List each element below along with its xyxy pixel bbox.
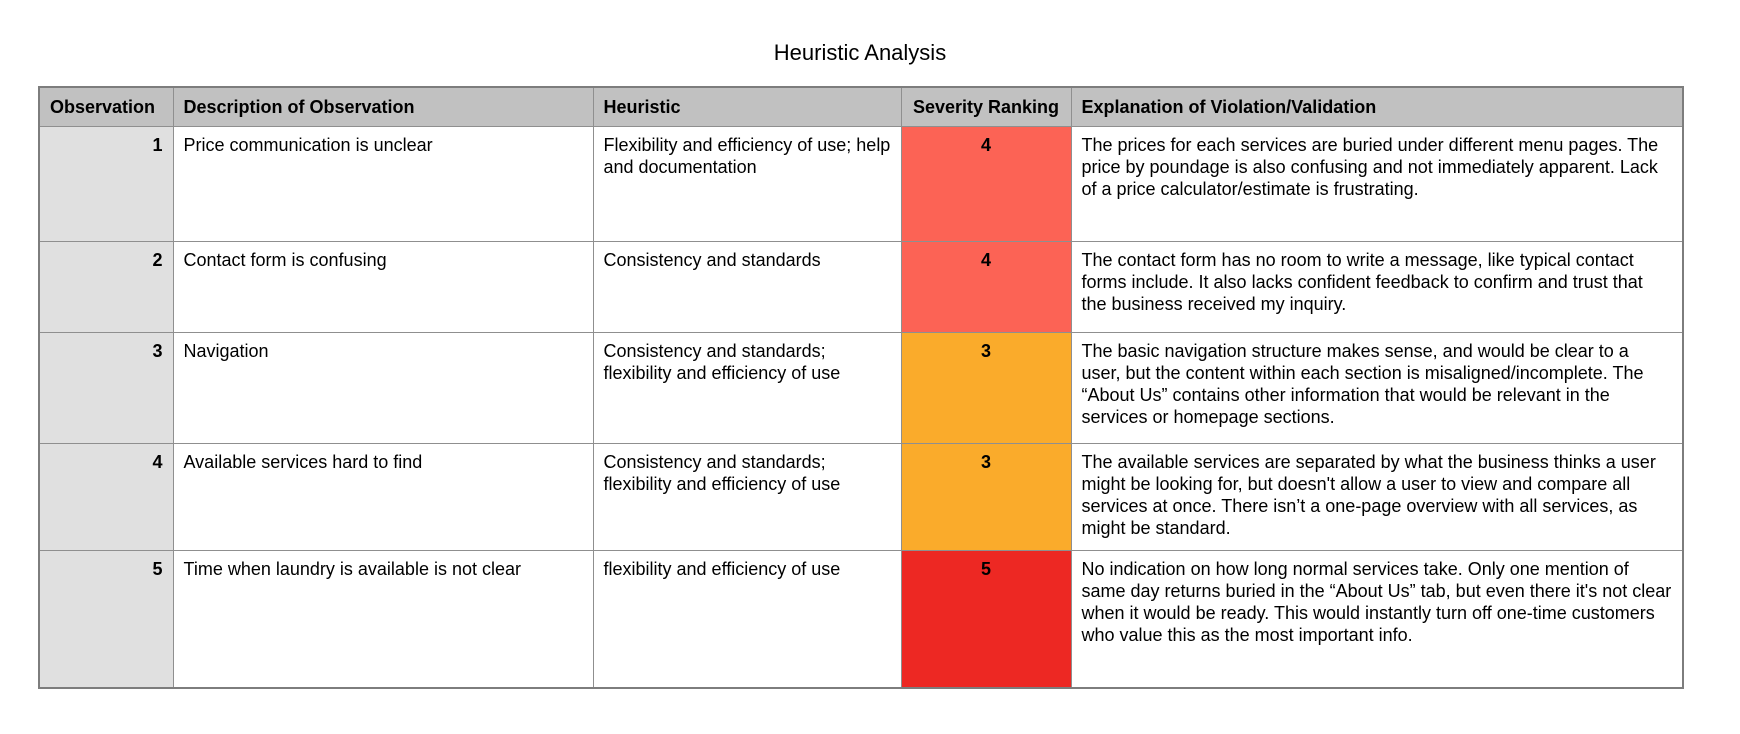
description-cell[interactable]: Time when laundry is available is not cl… [172,549,594,689]
table-body: 1 Price communication is unclear Flexibi… [38,125,1684,689]
heuristic-cell[interactable]: flexibility and efficiency of use [592,549,902,689]
observation-cell[interactable]: 2 [38,240,174,333]
severity-cell[interactable]: 3 [900,331,1072,444]
column-header-severity[interactable]: Severity Ranking [900,86,1072,127]
heuristic-cell[interactable]: Consistency and standards [592,240,902,333]
column-header-explanation[interactable]: Explanation of Violation/Validation [1070,86,1684,127]
explanation-cell[interactable]: The contact form has no room to write a … [1070,240,1684,333]
table-row: 3 Navigation Consistency and standards; … [38,331,1684,444]
description-cell[interactable]: Price communication is unclear [172,125,594,242]
page-title: Heuristic Analysis [773,40,947,65]
table-row: 5 Time when laundry is available is not … [38,549,1684,689]
explanation-cell[interactable]: The available services are separated by … [1070,442,1684,551]
heuristic-cell[interactable]: Flexibility and efficiency of use; help … [592,125,902,242]
description-cell[interactable]: Available services hard to find [172,442,594,551]
description-cell[interactable]: Navigation [172,331,594,444]
column-header-heuristic[interactable]: Heuristic [592,86,902,127]
heuristic-cell[interactable]: Consistency and standards; flexibility a… [592,331,902,444]
severity-cell[interactable]: 3 [900,442,1072,551]
severity-cell[interactable]: 5 [900,549,1072,689]
column-header-observation[interactable]: Observation [38,86,174,127]
observation-cell[interactable]: 1 [38,125,174,242]
column-header-description[interactable]: Description of Observation [172,86,594,127]
description-cell[interactable]: Contact form is confusing [172,240,594,333]
sheet: Heuristic Analysis Observation Descripti… [38,40,1684,689]
table-row: 4 Available services hard to find Consis… [38,442,1684,551]
table-row: 2 Contact form is confusing Consistency … [38,240,1684,333]
explanation-cell[interactable]: The prices for each services are buried … [1070,125,1684,242]
severity-cell[interactable]: 4 [900,125,1072,242]
observation-cell[interactable]: 3 [38,331,174,444]
header-row: Observation Description of Observation H… [38,86,1684,127]
explanation-cell[interactable]: No indication on how long normal service… [1070,549,1684,689]
observation-cell[interactable]: 4 [38,442,174,551]
heuristic-analysis-table: Observation Description of Observation H… [38,86,1684,689]
observation-cell[interactable]: 5 [38,549,174,689]
severity-cell[interactable]: 4 [900,240,1072,333]
heuristic-cell[interactable]: Consistency and standards; flexibility a… [592,442,902,551]
table-row: 1 Price communication is unclear Flexibi… [38,125,1684,242]
explanation-cell[interactable]: The basic navigation structure makes sen… [1070,331,1684,444]
